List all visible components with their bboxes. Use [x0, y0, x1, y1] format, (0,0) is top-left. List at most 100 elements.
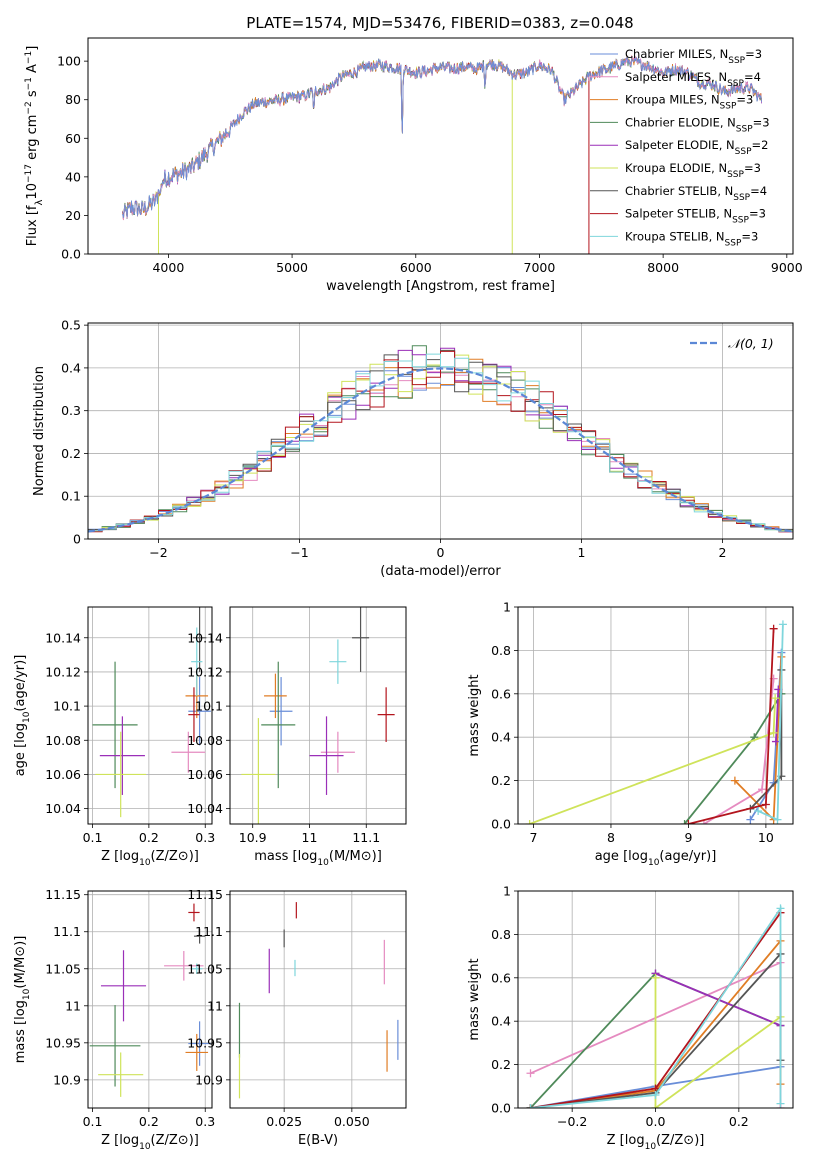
plot-area	[526, 904, 785, 1108]
massweight-marker	[651, 1104, 660, 1108]
x-tick-label: −2	[149, 545, 167, 560]
y-tick-label: 11	[65, 998, 81, 1013]
x-tick-label: 9	[684, 830, 692, 845]
x-tick-label: 9000	[771, 260, 803, 275]
y-axis-label: Flux [fλ10−17 erg cm−2 s−1 A−1]	[24, 46, 45, 247]
x-axis-label: wavelength [Angstrom, rest frame]	[326, 279, 555, 294]
plot-area	[122, 55, 762, 254]
y-tick-label: 10.12	[187, 664, 223, 679]
y-tick-label: 0.2	[491, 773, 511, 788]
panel-age-vs-mass: 10.9 11 11.1 10.04 10.06 10.08 10.1 10.12 10.14 m…	[187, 606, 407, 868]
y-tick-label: 10.04	[187, 801, 223, 816]
x-tick-label: 0.3	[195, 830, 215, 845]
y-tick-label: 1	[503, 600, 511, 615]
legend-label: Chabrier STELIB, NSSP=4	[625, 184, 767, 203]
massweight-marker	[754, 806, 763, 815]
y-tick-label: 0.2	[491, 1057, 511, 1072]
massweight-marker	[758, 785, 767, 794]
x-axis-label: Z [log10(Z/Z⊙)]	[101, 849, 199, 868]
x-tick-label: 10	[758, 830, 774, 845]
x-tick-label: 7000	[524, 260, 556, 275]
y-tick-label: 10.12	[45, 664, 81, 679]
massweight-marker	[769, 624, 778, 633]
x-axis-label: Z [log10(Z/Z⊙)]	[101, 1133, 199, 1152]
x-tick-label: 0.3	[195, 1114, 215, 1129]
x-tick-label: 0.0	[646, 1114, 666, 1129]
y-tick-label: 11.05	[45, 961, 81, 976]
axes-frame	[229, 890, 407, 1109]
y-tick-label: 10.9	[53, 1072, 81, 1087]
y-tick-label: 40	[65, 169, 81, 184]
legend-label: Salpeter MILES, NSSP=4	[625, 70, 761, 89]
massweight-line	[703, 678, 775, 824]
y-tick-label: 10.04	[45, 801, 81, 816]
y-tick-label: 10.1	[195, 699, 223, 714]
axes-frame	[87, 890, 213, 1109]
plot-area	[241, 607, 395, 824]
x-tick-label: 10.9	[239, 830, 267, 845]
y-tick-label: 11.15	[187, 887, 223, 902]
plot-area	[89, 903, 211, 1097]
y-axis-label: age [log10(age/yr)]	[13, 655, 32, 777]
massweight-marker	[699, 820, 708, 824]
x-axis-label: age [log10(age/yr)]	[595, 849, 717, 868]
legend-label: 𝒩(0, 1)	[728, 336, 774, 351]
y-axis-label: mass [log10(M/M⊙)]	[13, 936, 32, 1064]
y-tick-label: 0.6	[491, 970, 511, 985]
massweight-marker	[651, 1090, 660, 1099]
massweight-line	[529, 698, 777, 824]
massweight-marker	[684, 820, 693, 824]
y-tick-label: 10.06	[45, 767, 81, 782]
plot-area	[238, 902, 399, 1099]
x-tick-label: 8	[607, 830, 615, 845]
y-tick-label: 10.08	[45, 733, 81, 748]
massweight-marker	[776, 904, 785, 913]
panel-mass-vs-Z: 0.1 0.2 0.3 10.9 10.95 11 11.05 11.1 11.15 Z [log…	[13, 887, 215, 1152]
y-tick-label: 1	[503, 884, 511, 899]
legend-label: Chabrier MILES, NSSP=3	[625, 47, 762, 66]
massweight-marker	[680, 820, 689, 824]
y-tick-label: 11	[207, 998, 223, 1013]
y-tick-label: 11.15	[45, 887, 81, 902]
y-tick-label: 0.8	[491, 643, 511, 658]
massweight-marker	[746, 815, 755, 824]
massweight-marker	[526, 1104, 535, 1108]
y-tick-label: 10.9	[195, 1072, 223, 1087]
x-axis-label: (data-model)/error	[380, 564, 501, 579]
massweight-marker	[525, 820, 534, 824]
x-tick-label: 0.1	[83, 830, 103, 845]
y-tick-label: 0.4	[61, 360, 81, 375]
y-tick-label: 0.6	[491, 686, 511, 701]
plot-area	[525, 620, 787, 824]
panel-age-vs-Z: 0.1 0.2 0.3 10.04 10.06 10.08 10.1 10.12 10.14 Z …	[13, 606, 215, 868]
axes-frame	[87, 322, 794, 540]
y-tick-label: 10.95	[45, 1035, 81, 1050]
axes-frame	[229, 606, 407, 825]
x-tick-label: 2	[719, 545, 727, 560]
panel-massweight-vs-age: 7 8 9 10 0.0 0.2 0.4 0.6 0.8 1 age [log10(age/yr)]…	[467, 600, 794, 868]
axes-frame	[517, 606, 794, 825]
y-tick-label: 0.4	[491, 1014, 511, 1029]
x-axis-label: E(B-V)	[298, 1133, 338, 1148]
x-tick-label: 0.1	[83, 1114, 103, 1129]
legend-label: Kroupa ELODIE, NSSP=3	[625, 161, 761, 180]
y-tick-label: 0	[73, 532, 81, 547]
legend-label: Salpeter STELIB, NSSP=3	[625, 207, 766, 226]
panel-residuals: −2 −1 0 1 2 0 0.1 0.2 0.3 0.4 0.5 (data-model)/erro…	[32, 318, 794, 579]
legend-label: Salpeter ELODIE, NSSP=2	[625, 138, 768, 157]
panel-massweight-vs-Z: −0.2 0.0 0.2 0.0 0.2 0.4 0.6 0.8 1 Z [log10(Z/Z⊙)…	[467, 884, 794, 1152]
massweight-marker	[778, 620, 787, 629]
x-tick-label: 0.2	[729, 1114, 749, 1129]
y-tick-label: 20	[65, 208, 81, 223]
y-axis-label: Normed distribution	[32, 366, 47, 496]
axes-frame	[87, 606, 213, 825]
y-tick-label: 10.14	[45, 630, 81, 645]
y-axis-label: mass weight	[467, 674, 482, 756]
massweight-marker	[771, 694, 780, 703]
figure-title: PLATE=1574, MJD=53476, FIBERID=0383, z=0…	[246, 14, 633, 32]
y-tick-label: 0.3	[61, 403, 81, 418]
x-axis-label: Z [log10(Z/Z⊙)]	[607, 1133, 705, 1152]
y-tick-label: 0.1	[61, 489, 81, 504]
y-tick-label: 10.1	[53, 699, 81, 714]
y-tick-label: 10.95	[187, 1035, 223, 1050]
